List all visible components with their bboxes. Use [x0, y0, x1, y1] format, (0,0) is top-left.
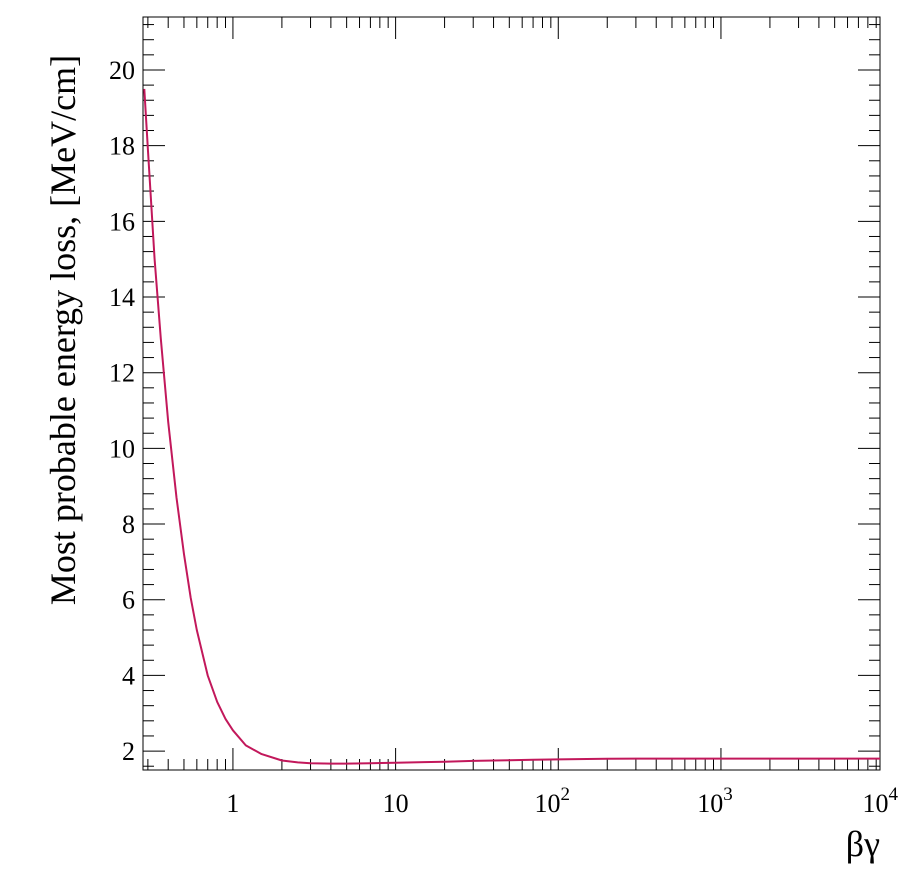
plot-frame [142, 16, 881, 771]
y-axis: 2 4 6 8 10 12 14 16 18 20 [109, 24, 880, 767]
x-tick-label: 10 [383, 789, 409, 818]
y-tick-label: 8 [122, 510, 135, 539]
series-line [143, 88, 880, 765]
series-layer [143, 88, 880, 765]
x-tick-label: 102 [535, 784, 571, 818]
x-axis-title: βγ [846, 824, 880, 864]
y-tick-label: 2 [122, 737, 135, 766]
y-axis-title: Most probable energy loss, [MeV/cm] [43, 55, 83, 605]
y-tick-label: 18 [109, 132, 135, 161]
x-axis: 1 10 102 103 104 [147, 17, 898, 818]
y-tick-label: 14 [109, 283, 135, 312]
y-tick-label: 12 [109, 359, 135, 388]
x-tick-label: 1 [226, 789, 239, 818]
x-tick-label: 104 [863, 784, 898, 818]
y-tick-label: 20 [109, 56, 135, 85]
y-tick-label: 10 [109, 434, 135, 463]
y-tick-label: 6 [122, 586, 135, 615]
x-tick-label: 103 [697, 784, 733, 818]
y-tick-label: 16 [109, 207, 135, 236]
y-tick-label: 4 [122, 661, 135, 690]
